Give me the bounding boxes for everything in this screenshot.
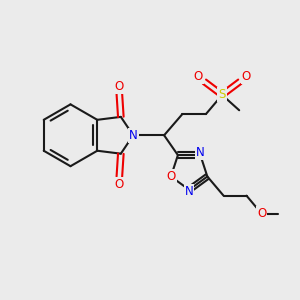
Text: O: O [166,170,176,183]
Text: O: O [115,80,124,93]
Text: O: O [115,178,124,190]
Text: O: O [257,207,266,220]
Text: O: O [193,70,203,83]
Text: S: S [218,88,226,101]
Text: N: N [196,146,205,159]
Text: N: N [185,185,194,198]
Text: N: N [129,129,138,142]
Text: O: O [242,70,251,83]
